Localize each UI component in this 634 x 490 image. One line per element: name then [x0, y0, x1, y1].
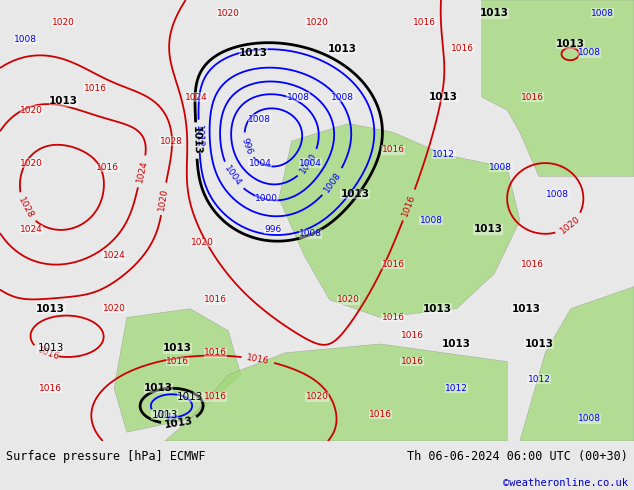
- Text: 1020: 1020: [52, 18, 75, 26]
- Text: 1016: 1016: [204, 392, 227, 401]
- Text: 1028: 1028: [160, 137, 183, 146]
- Text: 1024: 1024: [20, 225, 43, 234]
- Text: 1020: 1020: [306, 392, 328, 401]
- Text: 1016: 1016: [382, 313, 404, 322]
- Text: 1016: 1016: [166, 357, 189, 366]
- Text: 1016: 1016: [39, 384, 62, 392]
- Text: 1024: 1024: [185, 93, 208, 101]
- Text: 1008: 1008: [249, 115, 271, 123]
- Text: 1013: 1013: [37, 343, 64, 353]
- Text: 1020: 1020: [558, 215, 582, 236]
- Text: 1020: 1020: [191, 238, 214, 247]
- Text: 1013: 1013: [442, 339, 471, 349]
- Text: 1004: 1004: [249, 159, 271, 168]
- Text: 1013: 1013: [480, 8, 509, 18]
- Text: 1020: 1020: [20, 159, 43, 168]
- Text: 1016: 1016: [36, 345, 61, 362]
- Text: 1016: 1016: [401, 357, 424, 366]
- Text: 1020: 1020: [337, 295, 360, 304]
- Text: 1008: 1008: [299, 229, 322, 238]
- Text: 1013: 1013: [49, 97, 78, 106]
- Text: 1013: 1013: [164, 416, 194, 430]
- Text: 1012: 1012: [527, 375, 550, 384]
- Text: 1020: 1020: [306, 18, 328, 26]
- Text: 1013: 1013: [152, 410, 178, 419]
- Text: 1012: 1012: [194, 124, 204, 147]
- Text: 1008: 1008: [287, 93, 309, 101]
- Text: 1013: 1013: [239, 48, 268, 58]
- Text: 1000: 1000: [299, 151, 319, 175]
- Text: 1016: 1016: [204, 348, 227, 357]
- Text: 1012: 1012: [432, 150, 455, 159]
- Polygon shape: [482, 0, 634, 176]
- Text: 1016: 1016: [84, 84, 107, 93]
- Text: 1016: 1016: [521, 93, 544, 101]
- Polygon shape: [520, 287, 634, 441]
- Text: 1016: 1016: [369, 410, 392, 419]
- Text: ©weatheronline.co.uk: ©weatheronline.co.uk: [503, 478, 628, 488]
- Text: 1013: 1013: [340, 189, 370, 199]
- Text: 1024: 1024: [103, 251, 126, 260]
- Text: 1020: 1020: [157, 187, 170, 211]
- Text: 1013: 1013: [556, 39, 585, 49]
- Polygon shape: [114, 309, 241, 432]
- Text: 1004: 1004: [299, 159, 322, 168]
- Text: 1008: 1008: [547, 190, 569, 198]
- Polygon shape: [279, 123, 520, 318]
- Text: 1016: 1016: [382, 260, 404, 269]
- Text: 1008: 1008: [489, 163, 512, 172]
- Text: 1013: 1013: [474, 224, 503, 234]
- Text: 1013: 1013: [36, 304, 65, 314]
- Text: 1016: 1016: [96, 163, 119, 172]
- Text: 1020: 1020: [20, 106, 43, 115]
- Text: 1016: 1016: [246, 353, 270, 366]
- Text: 1028: 1028: [16, 196, 35, 220]
- Text: 1008: 1008: [323, 170, 343, 194]
- Text: 1013: 1013: [144, 383, 173, 393]
- Text: 996: 996: [264, 225, 281, 234]
- Text: 1016: 1016: [401, 193, 417, 218]
- Text: 1013: 1013: [429, 92, 458, 102]
- Text: 1016: 1016: [401, 331, 424, 340]
- Text: 1013: 1013: [191, 126, 202, 155]
- Text: 1013: 1013: [423, 304, 452, 314]
- Text: 1013: 1013: [512, 304, 541, 314]
- Polygon shape: [165, 344, 507, 441]
- Text: 1008: 1008: [591, 9, 614, 18]
- Text: Th 06-06-2024 06:00 UTC (00+30): Th 06-06-2024 06:00 UTC (00+30): [407, 450, 628, 463]
- Text: 1004: 1004: [223, 164, 243, 188]
- Text: Surface pressure [hPa] ECMWF: Surface pressure [hPa] ECMWF: [6, 450, 206, 463]
- Text: 1016: 1016: [521, 260, 544, 269]
- Text: 1016: 1016: [451, 44, 474, 53]
- Text: 1008: 1008: [331, 93, 354, 101]
- Text: 1013: 1013: [163, 343, 192, 353]
- Text: 1012: 1012: [154, 409, 179, 425]
- Text: 1024: 1024: [135, 159, 149, 184]
- Text: 1013: 1013: [328, 44, 357, 53]
- Text: 1000: 1000: [255, 194, 278, 203]
- Text: 1016: 1016: [413, 18, 436, 26]
- Text: 1008: 1008: [578, 49, 601, 57]
- Text: 1012: 1012: [445, 384, 468, 392]
- Text: 1008: 1008: [14, 35, 37, 44]
- Text: 1008: 1008: [578, 415, 601, 423]
- Text: 1020: 1020: [103, 304, 126, 313]
- Text: 1016: 1016: [382, 146, 404, 154]
- Text: 1020: 1020: [217, 9, 240, 18]
- Text: 1013: 1013: [524, 339, 553, 349]
- Text: 1013: 1013: [177, 392, 204, 402]
- Text: 996: 996: [240, 136, 254, 155]
- Text: 1016: 1016: [204, 295, 227, 304]
- Text: 1008: 1008: [420, 216, 443, 225]
